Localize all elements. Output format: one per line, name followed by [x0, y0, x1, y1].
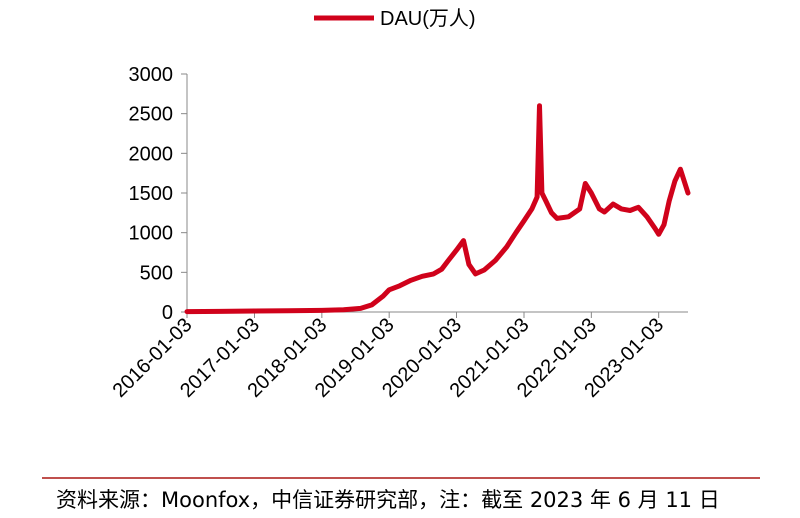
plot-area	[184, 103, 691, 315]
y-tick-label: 2000	[129, 143, 174, 165]
legend: DAU(万人)	[314, 7, 476, 30]
y-tick-label: 0	[162, 302, 173, 324]
series-line-dau	[184, 103, 691, 315]
y-tick-label: 3000	[129, 64, 174, 86]
legend-label: DAU(万人)	[380, 7, 476, 30]
source-note: 资料来源：Moonfox，中信证券研究部，注：截至 2023 年 6 月 11 …	[56, 488, 720, 512]
y-tick-label: 1000	[129, 223, 174, 245]
x-axis: 2016-01-032017-01-032018-01-032019-01-03…	[109, 311, 688, 402]
y-tick-label: 1500	[129, 183, 174, 205]
y-tick-label: 500	[140, 262, 173, 284]
y-tick-label: 2500	[129, 104, 174, 126]
footer-divider	[42, 477, 760, 479]
y-axis: 0 500 1000 1500 2000 2500 3000	[129, 64, 188, 324]
